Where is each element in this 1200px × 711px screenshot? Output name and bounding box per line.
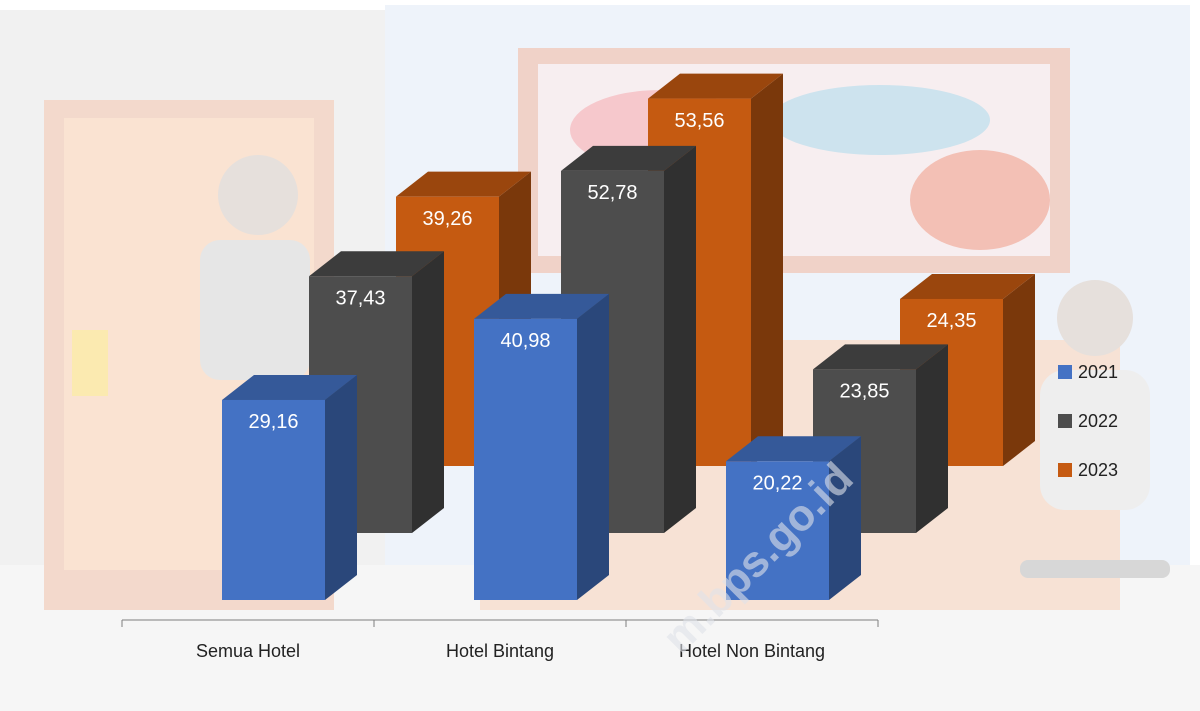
bar-side	[1003, 273, 1035, 466]
x-tick-label: Hotel Bintang	[446, 641, 554, 661]
bar-top	[309, 251, 444, 277]
legend: 2021 2022 2023	[1058, 362, 1118, 480]
bar-side	[916, 344, 948, 533]
chair	[1020, 560, 1170, 578]
value-label: 29,16	[248, 411, 298, 433]
person-body	[1040, 370, 1150, 510]
value-label: 39,26	[422, 208, 472, 230]
bar-side	[664, 145, 696, 533]
value-label: 37,43	[335, 288, 385, 310]
paint-blob	[910, 150, 1050, 250]
legend-label: 2023	[1078, 460, 1118, 480]
bar	[222, 399, 325, 600]
value-label: 20,22	[752, 473, 802, 495]
bar-side	[412, 251, 444, 533]
bar-top	[900, 273, 1035, 299]
bar-top	[561, 145, 696, 171]
value-label: 23,85	[839, 381, 889, 403]
bar-top	[222, 374, 357, 400]
bar-top	[648, 73, 783, 99]
person-head	[1057, 280, 1133, 356]
bar-top	[813, 344, 948, 370]
legend-label: 2022	[1078, 411, 1118, 431]
legend-swatch	[1058, 463, 1072, 477]
bar-top	[474, 293, 609, 319]
bar-side	[325, 374, 357, 600]
bar-side	[751, 73, 783, 466]
paint-blob	[770, 85, 990, 155]
legend-swatch	[1058, 414, 1072, 428]
value-label: 53,56	[674, 110, 724, 132]
bar	[726, 461, 829, 600]
legend-swatch	[1058, 365, 1072, 379]
door-handle	[72, 330, 108, 396]
bar	[474, 318, 577, 600]
value-label: 52,78	[587, 182, 637, 204]
x-tick-label: Semua Hotel	[196, 641, 300, 661]
bar-top	[396, 171, 531, 197]
legend-label: 2021	[1078, 362, 1118, 382]
bar-top	[726, 436, 861, 462]
bar-side	[577, 293, 609, 600]
x-tick-label: Hotel Non Bintang	[679, 641, 825, 661]
person-head	[218, 155, 298, 235]
value-label: 40,98	[500, 330, 550, 352]
category-axis: Semua Hotel Hotel Bintang Hotel Non Bintan…	[121, 619, 879, 661]
bars: 39,26 53,56 24,35 37,43 52,78 23,85 29,16 40,98…	[222, 73, 1035, 600]
value-label: 24,35	[926, 310, 976, 332]
bar-side	[829, 436, 861, 600]
person-body	[200, 240, 310, 380]
